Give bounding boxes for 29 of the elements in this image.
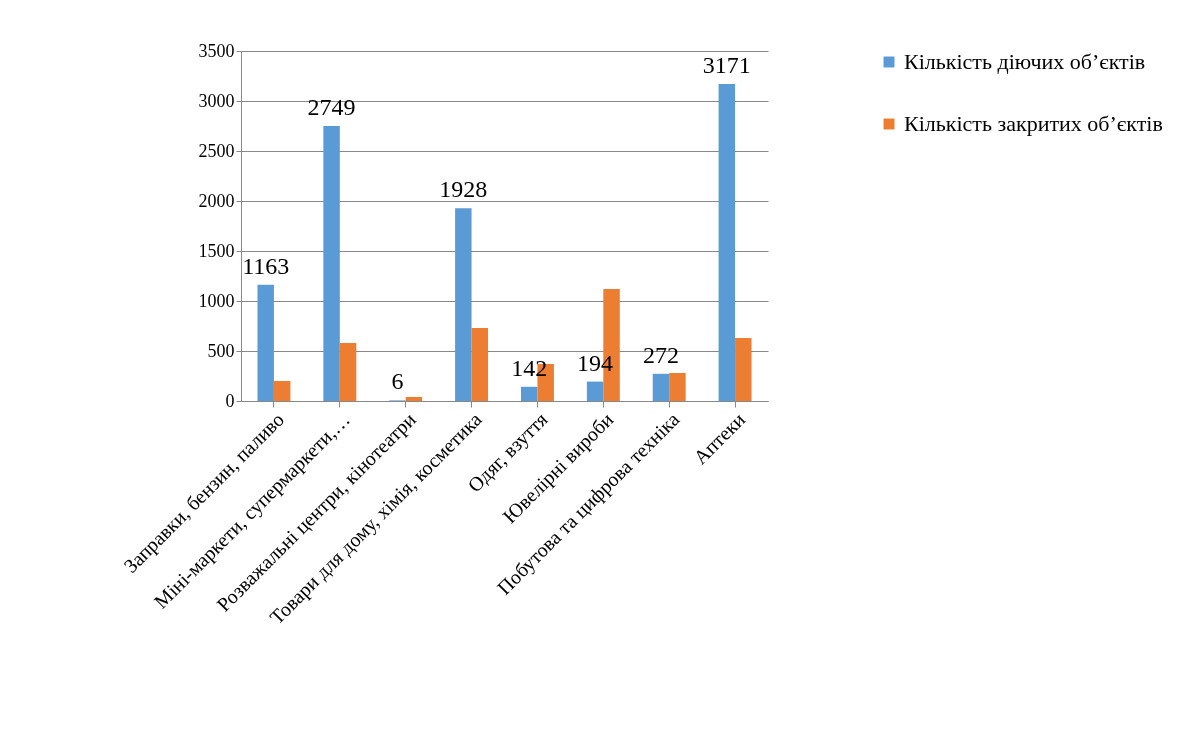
bar — [669, 373, 686, 401]
bar — [323, 126, 340, 401]
data-label: 1163 — [242, 252, 290, 279]
bar — [257, 284, 274, 401]
bar — [718, 83, 736, 401]
bar — [735, 338, 752, 401]
y-tick-label: 2000 — [198, 190, 235, 211]
y-tick-label: 0 — [225, 390, 235, 411]
data-label: 6 — [391, 368, 404, 395]
data-label: 1928 — [439, 176, 488, 203]
legend-label: Кількість діючих об’єктів — [904, 49, 1146, 74]
y-tick-label: 1500 — [198, 240, 235, 261]
y-tick-label: 500 — [207, 340, 235, 361]
bar — [520, 386, 538, 401]
bar — [339, 343, 357, 401]
bar — [455, 208, 472, 401]
y-tick-label: 3500 — [198, 40, 235, 61]
data-label: 3171 — [702, 51, 751, 78]
y-tick-label: 1000 — [198, 290, 235, 311]
bar — [405, 397, 423, 401]
y-tick-label: 3000 — [198, 90, 235, 111]
bar — [273, 381, 291, 401]
legend-label: Кількість закритих об’єктів — [904, 111, 1163, 136]
y-tick-label: 2500 — [198, 140, 235, 161]
bar — [586, 381, 604, 401]
bar — [471, 328, 489, 401]
data-label: 272 — [642, 341, 679, 368]
data-label: 2749 — [307, 94, 356, 121]
bar — [652, 373, 670, 401]
